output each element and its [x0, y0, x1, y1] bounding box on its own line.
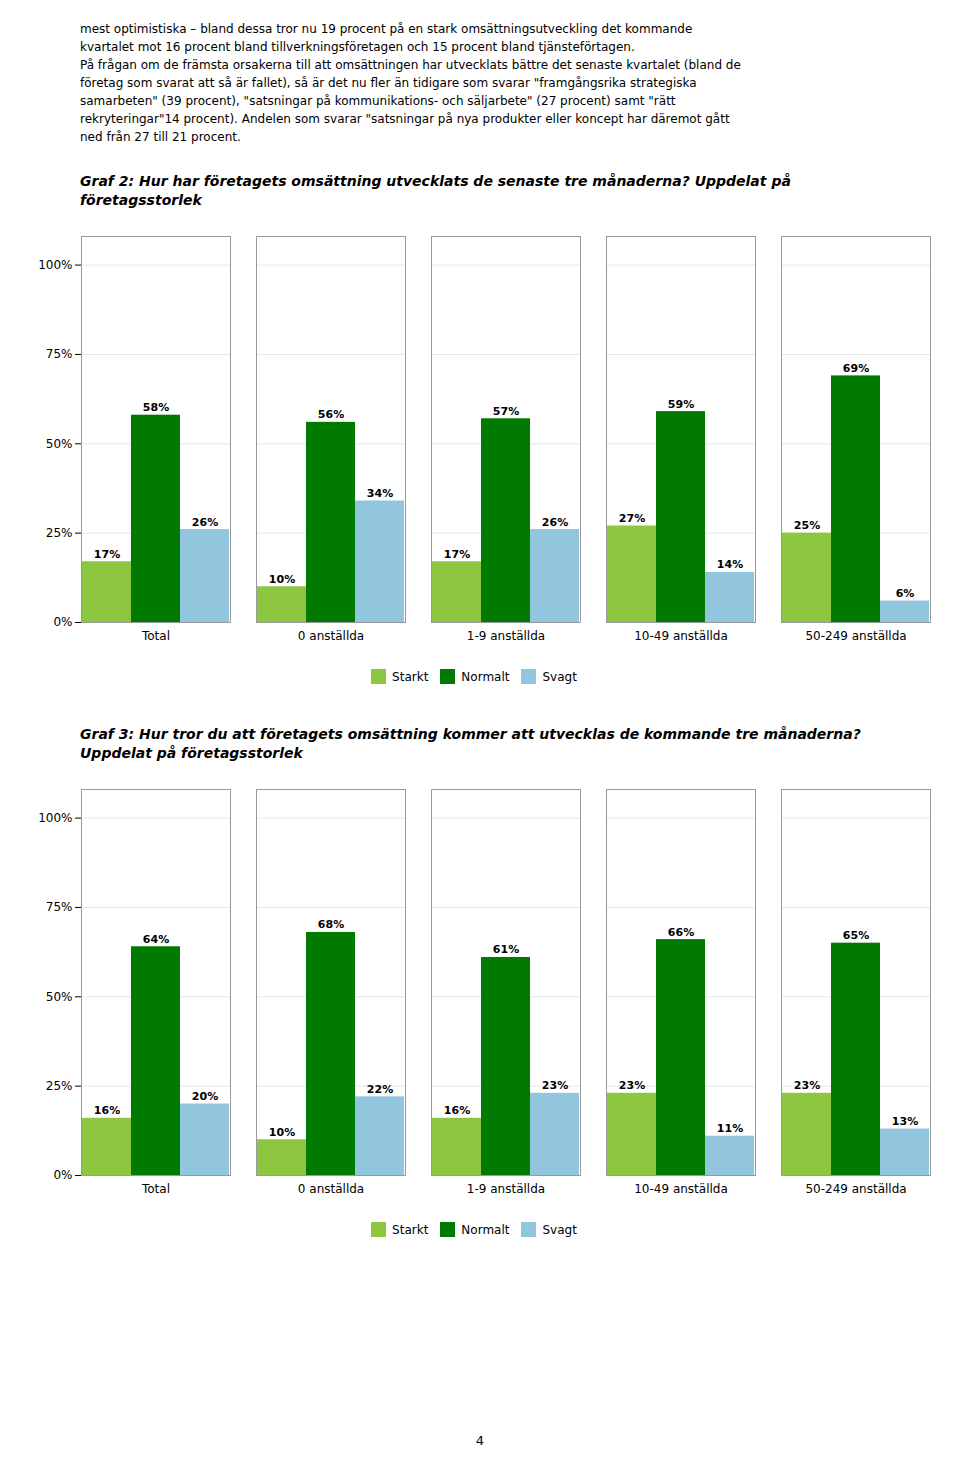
- html-text:Uppdelat på företagsstorlek: Uppdelat på företagsstorlek: [80, 745, 303, 761]
- svg-text:16%: 16%: [94, 1104, 120, 1117]
- svg-text:57%: 57%: [493, 405, 519, 418]
- svg-text:0 anställda: 0 anställda: [298, 629, 364, 643]
- svg-text:68%: 68%: [318, 918, 344, 931]
- svg-text:20%: 20%: [192, 1090, 218, 1103]
- svg-text:13%: 13%: [892, 1115, 918, 1128]
- svg-text:34%: 34%: [367, 487, 393, 500]
- svg-text:50%: 50%: [46, 990, 73, 1004]
- svg-text:22%: 22%: [367, 1083, 393, 1096]
- svg-text:75%: 75%: [46, 347, 73, 361]
- svg-text:16%: 16%: [444, 1104, 470, 1117]
- svg-text:50-249 anställda: 50-249 anställda: [805, 1182, 906, 1196]
- svg-text:1-9 anställda: 1-9 anställda: [467, 1182, 545, 1196]
- svg-text:27%: 27%: [619, 512, 645, 525]
- svg-text:61%: 61%: [493, 943, 519, 956]
- svg-text:17%: 17%: [94, 548, 120, 561]
- svg-text:0%: 0%: [53, 1168, 72, 1182]
- html-text:samarbeten" (39 procent), "sat: samarbeten" (39 procent), "satsningar på…: [80, 94, 676, 108]
- svg-text:10%: 10%: [269, 1126, 295, 1139]
- html-text:Starkt: Starkt: [392, 669, 429, 684]
- html-text:På frågan om de främsta orsake: På frågan om de främsta orsakerna till a…: [80, 58, 741, 72]
- svg-text:50%: 50%: [46, 437, 73, 451]
- svg-text:Total: Total: [141, 1182, 170, 1196]
- svg-text:0%: 0%: [53, 615, 72, 629]
- svg-text:23%: 23%: [619, 1079, 645, 1092]
- svg-text:Total: Total: [141, 629, 170, 643]
- svg-text:10%: 10%: [269, 573, 295, 586]
- svg-text:25%: 25%: [46, 1079, 73, 1093]
- html-text:rekryteringar"14 procent). And: rekryteringar"14 procent). Andelen som s…: [80, 112, 730, 126]
- svg-text:17%: 17%: [444, 548, 470, 561]
- html-text:Graf 3: Hur tror du att företa: Graf 3: Hur tror du att företagets omsät…: [80, 726, 861, 742]
- html-text:Svagt: Svagt: [542, 669, 577, 684]
- svg-text:0 anställda: 0 anställda: [298, 1182, 364, 1196]
- html-text:ned från 27 till 21 procent.: ned från 27 till 21 procent.: [80, 130, 241, 144]
- svg-text:23%: 23%: [542, 1079, 568, 1092]
- svg-text:1-9 anställda: 1-9 anställda: [467, 629, 545, 643]
- svg-text:26%: 26%: [192, 516, 218, 529]
- svg-text:50-249 anställda: 50-249 anställda: [805, 629, 906, 643]
- svg-text:25%: 25%: [794, 519, 820, 532]
- svg-text:10-49 anställda: 10-49 anställda: [634, 629, 728, 643]
- html-text:företagsstorlek: företagsstorlek: [80, 192, 202, 208]
- html-text:Normalt: Normalt: [461, 1222, 510, 1237]
- svg-text:64%: 64%: [143, 933, 169, 946]
- html-text:4: 4: [475, 1433, 485, 1448]
- svg-text:58%: 58%: [143, 401, 169, 414]
- svg-text:65%: 65%: [843, 929, 869, 942]
- svg-text:6%: 6%: [896, 587, 915, 600]
- html-text:mest optimistiska – bland dess: mest optimistiska – bland dessa tror nu …: [80, 22, 693, 36]
- svg-text:11%: 11%: [717, 1122, 743, 1135]
- html-text:Starkt: Starkt: [392, 1222, 429, 1237]
- svg-text:14%: 14%: [717, 558, 743, 571]
- svg-text:100%: 100%: [38, 258, 72, 272]
- html-text:Graf 2: Hur har företagets oms: Graf 2: Hur har företagets omsättning ut…: [80, 173, 791, 189]
- svg-text:10-49 anställda: 10-49 anställda: [634, 1182, 728, 1196]
- svg-text:26%: 26%: [542, 516, 568, 529]
- svg-text:66%: 66%: [668, 926, 694, 939]
- svg-text:56%: 56%: [318, 408, 344, 421]
- svg-text:100%: 100%: [38, 811, 72, 825]
- svg-text:75%: 75%: [46, 900, 73, 914]
- svg-text:23%: 23%: [794, 1079, 820, 1092]
- html-text:företag som svarat att så är f: företag som svarat att så är fallet), så…: [80, 76, 697, 90]
- html-text:Normalt: Normalt: [461, 669, 510, 684]
- svg-text:69%: 69%: [843, 362, 869, 375]
- html-text:kvartalet mot 16 procent bland: kvartalet mot 16 procent bland tillverkn…: [80, 40, 635, 54]
- svg-text:25%: 25%: [46, 526, 73, 540]
- html-text:Svagt: Svagt: [542, 1222, 577, 1237]
- svg-text:59%: 59%: [668, 398, 694, 411]
